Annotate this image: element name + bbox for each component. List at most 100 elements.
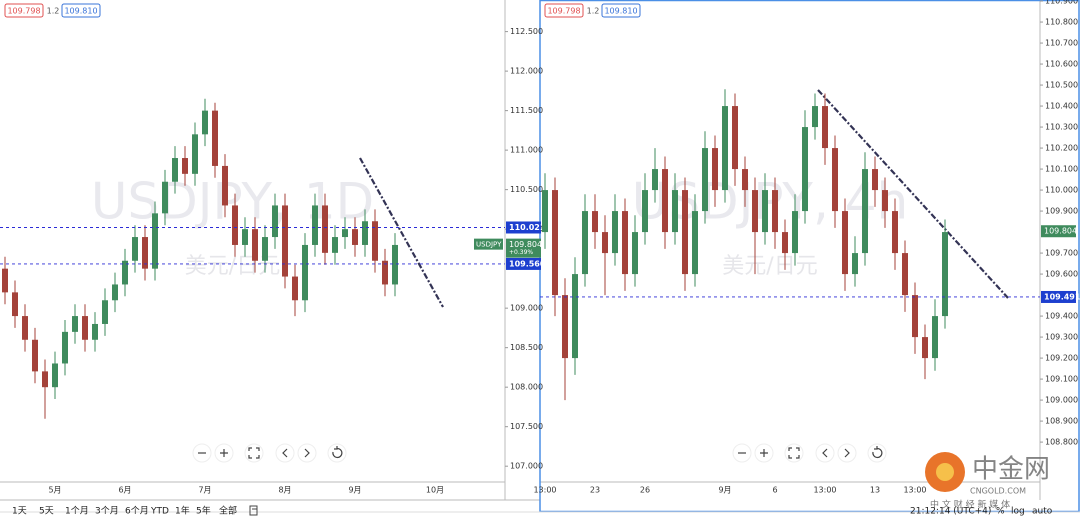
nav-button[interactable] bbox=[784, 443, 804, 463]
logo-mark bbox=[936, 463, 954, 481]
scroll-right-icon bbox=[844, 448, 850, 458]
candle-body bbox=[342, 229, 348, 238]
candle-body bbox=[922, 337, 928, 359]
range-button[interactable]: 1天 bbox=[12, 507, 27, 517]
nav-button[interactable] bbox=[275, 443, 295, 463]
candle-body bbox=[192, 134, 198, 174]
candle-body bbox=[932, 316, 938, 359]
candle-body bbox=[32, 339, 38, 372]
y-tick-label: 109.000 bbox=[510, 304, 543, 313]
range-button[interactable]: 5年 bbox=[196, 505, 211, 517]
y-tick-label: 107.000 bbox=[510, 462, 543, 471]
candle-body bbox=[632, 232, 638, 275]
y-tick-label: 110.100 bbox=[1045, 165, 1078, 174]
candle-body bbox=[92, 323, 98, 340]
candle-body bbox=[592, 211, 598, 233]
nav-button[interactable] bbox=[837, 443, 857, 463]
y-tick-label: 110.700 bbox=[1045, 39, 1078, 48]
x-tick-label: 26 bbox=[640, 486, 650, 495]
scale-option[interactable]: auto bbox=[1032, 507, 1053, 517]
trend-line bbox=[359, 157, 444, 308]
x-tick-label: 6 bbox=[772, 486, 777, 495]
candle-body bbox=[182, 158, 188, 174]
clock: 21:12:14 (UTC+4) bbox=[910, 507, 991, 517]
range-button[interactable]: 3个月 bbox=[95, 506, 119, 517]
candle-body bbox=[102, 300, 108, 324]
trend-line bbox=[817, 89, 1009, 299]
candle-body bbox=[692, 211, 698, 275]
last-price-label: 109.804 bbox=[509, 240, 542, 249]
candle-body bbox=[702, 148, 708, 212]
header-value: 1.2 bbox=[47, 7, 60, 16]
y-tick-label: 109.600 bbox=[1045, 270, 1078, 279]
fit-icon bbox=[788, 447, 800, 459]
candle-body bbox=[332, 237, 338, 253]
candle-body bbox=[762, 190, 768, 233]
symbol-badge bbox=[474, 238, 503, 250]
y-tick-label: 109.300 bbox=[1045, 333, 1078, 342]
nav-button[interactable] bbox=[815, 443, 835, 463]
x-tick-label: 8月 bbox=[278, 486, 291, 495]
candle-body bbox=[772, 190, 778, 233]
y-tick-label: 110.800 bbox=[1045, 18, 1078, 27]
scale-option[interactable]: % bbox=[996, 507, 1005, 517]
price-badge bbox=[1041, 290, 1076, 303]
candle-body bbox=[882, 190, 888, 212]
candle-body bbox=[72, 316, 78, 332]
x-tick-label: 7月 bbox=[198, 486, 211, 495]
candle-body bbox=[392, 244, 398, 285]
candle-body bbox=[802, 127, 808, 212]
y-tick-label: 110.200 bbox=[1045, 144, 1078, 153]
candle-body bbox=[612, 211, 618, 254]
y-tick-label: 109.200 bbox=[1045, 354, 1078, 363]
range-button[interactable]: 5天 bbox=[39, 507, 54, 517]
price-badge-label: 109.491 bbox=[1044, 292, 1080, 301]
nav-button[interactable] bbox=[867, 443, 887, 463]
range-button[interactable]: 6个月 bbox=[125, 506, 149, 517]
y-tick-label: 108.500 bbox=[510, 343, 543, 352]
nav-button[interactable] bbox=[244, 443, 264, 463]
candle-body bbox=[352, 229, 358, 245]
logo-brand: 中金网 bbox=[972, 455, 1050, 485]
nav-button[interactable] bbox=[297, 443, 317, 463]
candle-body bbox=[382, 260, 388, 285]
y-tick-label: 108.800 bbox=[1045, 438, 1078, 447]
candle-body bbox=[82, 316, 88, 340]
candle-body bbox=[162, 181, 168, 214]
range-button[interactable]: 1年 bbox=[175, 505, 190, 517]
candle-body bbox=[572, 274, 578, 359]
y-tick-label: 112.000 bbox=[510, 67, 543, 76]
y-tick-label: 110.300 bbox=[1045, 123, 1078, 132]
candle-body bbox=[172, 158, 178, 182]
compare-icon[interactable] bbox=[249, 505, 258, 516]
range-button[interactable]: 全部 bbox=[219, 505, 237, 517]
x-tick-label: 5月 bbox=[48, 486, 61, 495]
candle-body bbox=[282, 205, 288, 277]
x-tick-label: 13:00 bbox=[533, 486, 556, 495]
candle-body bbox=[262, 237, 268, 261]
candle-body bbox=[642, 190, 648, 233]
range-button[interactable]: 1个月 bbox=[65, 506, 89, 517]
candle-body bbox=[902, 253, 908, 296]
scale-option[interactable]: log bbox=[1011, 507, 1025, 517]
candle-body bbox=[562, 295, 568, 359]
candle-body bbox=[202, 110, 208, 135]
candle-body bbox=[792, 211, 798, 254]
range-button[interactable]: YTD bbox=[150, 507, 169, 517]
candle-body bbox=[842, 211, 848, 275]
candle-body bbox=[602, 232, 608, 254]
y-tick-label: 110.400 bbox=[1045, 102, 1078, 111]
y-tick-label: 109.100 bbox=[1045, 375, 1078, 384]
header-badge bbox=[601, 3, 641, 18]
candle-body bbox=[742, 169, 748, 191]
candle-body bbox=[622, 211, 628, 275]
candle-body bbox=[652, 169, 658, 191]
candle-body bbox=[582, 211, 588, 275]
candle-body bbox=[852, 253, 858, 275]
nav-button[interactable] bbox=[327, 443, 347, 463]
y-tick-label: 110.000 bbox=[1045, 186, 1078, 195]
y-tick-label: 108.900 bbox=[1045, 417, 1078, 426]
candle-body bbox=[372, 221, 378, 261]
